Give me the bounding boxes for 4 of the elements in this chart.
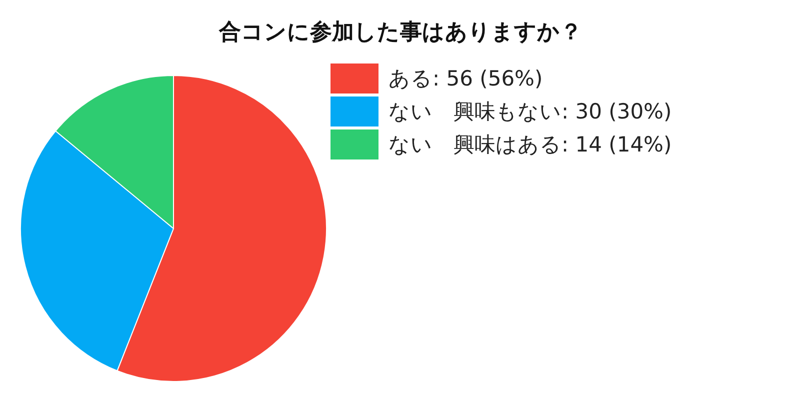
legend-label: ない 興味はある: 14 (14%) xyxy=(388,132,672,156)
chart-title: 合コンに参加した事はありますか？ xyxy=(218,20,582,45)
legend-label: ある: 56 (56%) xyxy=(388,66,543,90)
legend-label: ない 興味もない: 30 (30%) xyxy=(388,100,672,124)
